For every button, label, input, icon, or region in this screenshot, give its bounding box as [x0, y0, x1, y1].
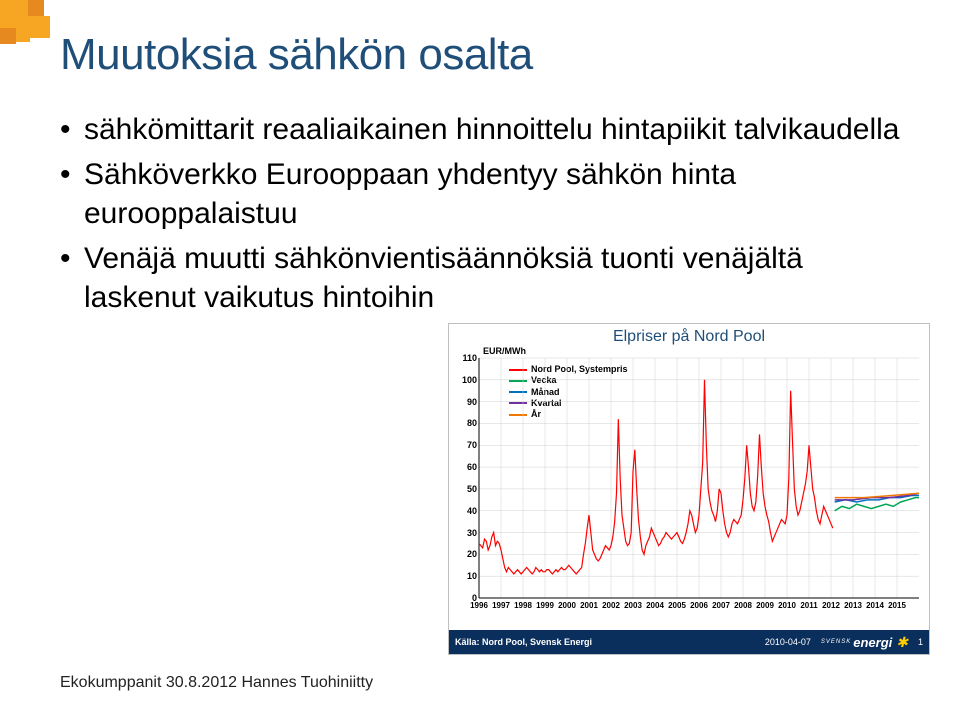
chart-svg [479, 358, 919, 598]
chart-ytick: 80 [459, 418, 477, 428]
chart-xtick: 1997 [492, 601, 510, 610]
chart-xtick: 2015 [888, 601, 906, 610]
chart-plot-area: 0102030405060708090100110199619971998199… [479, 358, 919, 598]
chart-xtick: 1996 [470, 601, 488, 610]
chart-xtick: 2006 [690, 601, 708, 610]
bullet-item: •Venäjä muutti sähkönvientisäännöksiä tu… [60, 239, 900, 317]
chart-xtick: 2003 [624, 601, 642, 610]
chart-ytick: 20 [459, 549, 477, 559]
chart-xtick: 2002 [602, 601, 620, 610]
chart-xtick: 2008 [734, 601, 752, 610]
chart-xtick: 1999 [536, 601, 554, 610]
chart-xtick: 2014 [866, 601, 884, 610]
bullet-item: •Sähköverkko Eurooppaan yhdentyy sähkön … [60, 155, 900, 233]
price-chart: Elpriser på Nord Pool EUR/MWh Nord Pool,… [448, 323, 930, 655]
chart-ytick: 30 [459, 528, 477, 538]
chart-ytick: 90 [459, 397, 477, 407]
chart-xtick: 2005 [668, 601, 686, 610]
chart-source: Källa: Nord Pool, Svensk Energi [455, 637, 592, 647]
chart-footer: Källa: Nord Pool, Svensk Energi 2010-04-… [449, 630, 929, 654]
slide-title: Muutoksia sähkön osalta [60, 30, 533, 80]
bullet-list: •sähkömittarit reaaliaikainen hinnoittel… [60, 110, 900, 323]
chart-ytick: 100 [459, 375, 477, 385]
chart-xtick: 2000 [558, 601, 576, 610]
chart-ylabel: EUR/MWh [483, 346, 526, 356]
slide-footer: Ekokumppanit 30.8.2012 Hannes Tuohiniitt… [60, 674, 373, 692]
chart-ytick: 10 [459, 571, 477, 581]
chart-xtick: 2007 [712, 601, 730, 610]
chart-ytick: 60 [459, 462, 477, 472]
chart-date: 2010-04-07 [765, 637, 811, 647]
chart-ytick: 40 [459, 506, 477, 516]
chart-page-num: 1 [918, 637, 923, 647]
chart-xtick: 2004 [646, 601, 664, 610]
chart-xtick: 1998 [514, 601, 532, 610]
chart-xtick: 2001 [580, 601, 598, 610]
chart-ytick: 110 [459, 353, 477, 363]
energi-logo: SVENSK energi ✱ [821, 634, 908, 651]
chart-ytick: 50 [459, 484, 477, 494]
chart-xtick: 2013 [844, 601, 862, 610]
chart-title: Elpriser på Nord Pool [449, 328, 929, 346]
bullet-item: •sähkömittarit reaaliaikainen hinnoittel… [60, 110, 900, 149]
chart-xtick: 2010 [778, 601, 796, 610]
chart-xtick: 2012 [822, 601, 840, 610]
chart-xtick: 2009 [756, 601, 774, 610]
chart-xtick: 2011 [800, 601, 817, 610]
chart-ytick: 70 [459, 440, 477, 450]
